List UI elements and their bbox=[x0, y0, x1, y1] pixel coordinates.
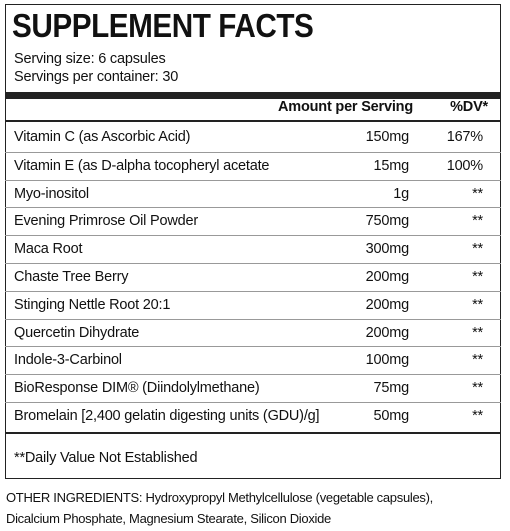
daily-value: ** bbox=[472, 352, 483, 369]
daily-value: ** bbox=[472, 269, 483, 285]
table-row: Indole-3-Carbinol 100mg ** bbox=[5, 346, 501, 374]
daily-value: 167% bbox=[446, 129, 483, 145]
amount: 200mg bbox=[365, 324, 410, 341]
serving-size: Serving size: 6 capsules bbox=[14, 51, 166, 67]
amount: 100mg bbox=[365, 352, 410, 369]
daily-value: ** bbox=[472, 296, 483, 313]
amount: 200mg bbox=[365, 296, 410, 313]
header-rule bbox=[5, 120, 501, 122]
facts-box bbox=[5, 4, 501, 479]
column-header: Amount per Serving bbox=[278, 99, 413, 115]
servings-per-container: Servings per container: 30 bbox=[14, 69, 179, 85]
amount: 50mg bbox=[373, 408, 410, 424]
bottom-rule bbox=[5, 432, 501, 434]
nutrient-name: Myo-inositol bbox=[14, 185, 89, 202]
table-row: Bromelain [2,400 gelatin digesting units… bbox=[5, 402, 501, 430]
amount: 15mg bbox=[373, 157, 410, 174]
daily-value: ** bbox=[472, 241, 483, 258]
other-ingredients: OTHER INGREDIENTS: Hydroxypropyl Methylc… bbox=[6, 490, 433, 526]
nutrient-name: Quercetin Dihydrate bbox=[14, 324, 140, 341]
footnote: **Daily Value Not Established bbox=[14, 450, 198, 466]
table-row: Evening Primrose Oil Powder 750mg ** bbox=[5, 207, 501, 235]
amount: 200mg bbox=[365, 269, 410, 285]
nutrient-name: Stinging Nettle Root 20:1 bbox=[14, 296, 171, 313]
nutrient-name: Bromelain [2,400 gelatin digesting units… bbox=[14, 408, 320, 424]
table-row: BioResponse DIM® (Diindolylmethane) 75mg *… bbox=[5, 374, 501, 402]
daily-value: 100% bbox=[446, 157, 483, 174]
table-row: Myo-inositol 1g ** bbox=[5, 179, 501, 208]
amount: 75mg bbox=[373, 380, 410, 397]
table-row: Stinging Nettle Root 20:1 200mg ** bbox=[5, 290, 501, 319]
nutrient-name: BioResponse DIM® (Diindolylmethane) bbox=[14, 380, 260, 397]
amount: 750mg bbox=[365, 213, 410, 230]
table-row: Maca Root 300mg ** bbox=[5, 235, 501, 263]
nutrient-name: Maca Root bbox=[14, 241, 83, 258]
column-header: %DV* bbox=[450, 99, 488, 115]
nutrient-name: Vitamin C (as Ascorbic Acid) bbox=[14, 129, 191, 145]
table-row: Vitamin E (as D-alpha tocopheryl acetate… bbox=[5, 151, 501, 180]
nutrient-name: Evening Primrose Oil Powder bbox=[14, 213, 198, 230]
title: SUPPLEMENT FACTS bbox=[12, 7, 314, 44]
table-row: Vitamin C (as Ascorbic Acid) 150mg 167% bbox=[5, 124, 501, 152]
amount: 1g bbox=[393, 185, 409, 202]
nutrient-name: Chaste Tree Berry bbox=[14, 269, 129, 285]
daily-value: ** bbox=[472, 408, 483, 424]
nutrient-name: Indole-3-Carbinol bbox=[14, 352, 122, 369]
daily-value: ** bbox=[472, 185, 483, 202]
daily-value: ** bbox=[472, 380, 483, 397]
daily-value: ** bbox=[472, 324, 483, 341]
table-row: Chaste Tree Berry 200mg ** bbox=[5, 263, 501, 291]
table-row: Quercetin Dihydrate 200mg ** bbox=[5, 318, 501, 347]
nutrient-name: Vitamin E (as D-alpha tocopheryl acetate bbox=[14, 157, 270, 174]
amount: 150mg bbox=[365, 129, 410, 145]
daily-value: ** bbox=[472, 213, 483, 230]
amount: 300mg bbox=[365, 241, 410, 258]
thick-rule bbox=[5, 92, 501, 99]
